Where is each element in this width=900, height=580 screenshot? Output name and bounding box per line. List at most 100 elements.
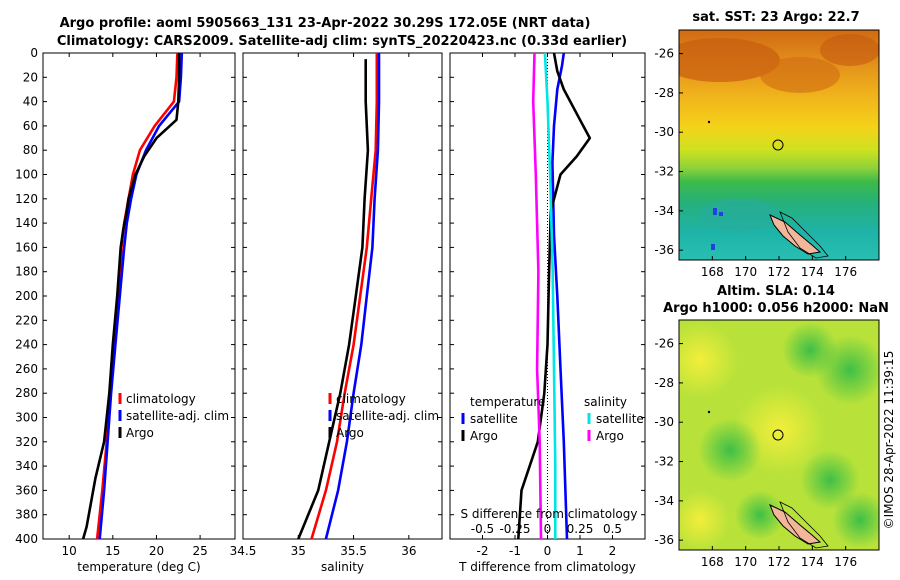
header-title-line1: Argo profile: aoml 5905663_131 23-Apr-20… — [60, 16, 591, 31]
diff-legend-temp-label: Argo — [470, 429, 498, 443]
temp-line-satellite-adj-clim — [98, 52, 184, 540]
diff-x2tick-label: -0.25 — [499, 522, 530, 536]
header-title-line2: Climatology: CARS2009. Satellite-adj cli… — [57, 34, 627, 49]
diff-xtick-label: 0 — [544, 544, 552, 558]
imos-credit: ©IMOS 28-Apr-2022 11:39:15 — [882, 351, 896, 530]
temp-ytick-label: 0 — [30, 46, 38, 60]
sla-ytick-label: -36 — [654, 533, 674, 547]
sst-ytick-label: -36 — [654, 243, 674, 257]
sla-map-title-1: Altim. SLA: 0.14 — [717, 284, 835, 299]
temp-xtick-label: 15 — [105, 544, 120, 558]
temp-ytick-label: 320 — [15, 435, 38, 449]
diff-x2label: S difference from climatology — [461, 507, 638, 521]
sla-float-marker — [772, 429, 784, 441]
temp-ytick-label: 180 — [15, 265, 38, 279]
diff-xtick-label: -1 — [509, 544, 521, 558]
temp-xtick-label: 20 — [149, 544, 164, 558]
diff-xtick-label: 2 — [609, 544, 617, 558]
sal-xtick-label: 36 — [401, 544, 416, 558]
temp-ytick-label: 400 — [15, 532, 38, 546]
temp-xtick-label: 10 — [62, 544, 77, 558]
sla-map-title-2: Argo h1000: 0.056 h2000: NaN — [663, 301, 889, 316]
sla-ytick-label: -32 — [654, 455, 674, 469]
sla-ytick-label: -30 — [654, 415, 674, 429]
sla-xtick-label: 174 — [801, 555, 824, 569]
sst-xtick-label: 176 — [834, 265, 857, 279]
sst-xtick-label: 168 — [701, 265, 724, 279]
diff-x2tick-label: 0.25 — [567, 522, 594, 536]
temp-ytick-label: 240 — [15, 338, 38, 352]
temp-ytick-label: 100 — [15, 168, 38, 182]
difference-panel: -2 -1 0 1 2 T difference from climatology S di… — [449, 52, 646, 574]
temp-ytick-label: 80 — [23, 143, 38, 157]
diff-x2tick-label: 0.5 — [603, 522, 622, 536]
diff-legend-sal-label: Argo — [596, 429, 624, 443]
sla-ytick-label: -26 — [654, 337, 674, 351]
diff-x2tick-label: -0.5 — [471, 522, 494, 536]
temp-ytick-label: 220 — [15, 313, 38, 327]
temp-ytick-label: 260 — [15, 362, 38, 376]
temperature-panel: 0 20 40 60 80 100 120 140 160 180 200 220 240 260 280 3… — [15, 46, 236, 574]
diff-xlabel: T difference from climatology — [458, 560, 636, 574]
temp-ytick-label: 360 — [15, 483, 38, 497]
diff-line-s-satellite — [543, 52, 557, 539]
temp-ytick-label: 300 — [15, 411, 38, 425]
sst-float-marker — [772, 139, 784, 151]
sst-map: sat. SST: 23 Argo: 22.7 168 170 172 174 176 -… — [654, 10, 880, 279]
sal-line-satellite-adj-clim — [324, 53, 381, 540]
temp-ytick-label: 380 — [15, 508, 38, 522]
diff-legend-temp-title: temperature — [470, 395, 545, 409]
diff-line-s-argo — [531, 52, 543, 540]
sla-ytick-label: -34 — [654, 494, 674, 508]
sst-ytick-label: -34 — [654, 204, 674, 218]
sla-ytick-label: -28 — [654, 376, 674, 390]
temp-ytick-label: 340 — [15, 459, 38, 473]
temp-xlabel: temperature (deg C) — [77, 560, 200, 574]
temp-ytick-label: 20 — [23, 70, 38, 84]
sal-line-climatology — [310, 53, 379, 540]
diff-xtick-label: 1 — [576, 544, 584, 558]
temp-legend-label: climatology — [126, 392, 196, 406]
sla-map: Altim. SLA: 0.14 Argo h1000: 0.056 h2000… — [654, 284, 888, 569]
sla-xtick-label: 176 — [834, 555, 857, 569]
temp-ytick-label: 160 — [15, 240, 38, 254]
sst-ytick-label: -30 — [654, 125, 674, 139]
temp-ytick-label: 60 — [23, 119, 38, 133]
temp-ytick-label: 200 — [15, 289, 38, 303]
diff-x2tick-label: 0 — [544, 522, 552, 536]
sla-xtick-label: 168 — [701, 555, 724, 569]
temp-line-climatology — [95, 52, 179, 540]
sst-xtick-label: 170 — [734, 265, 757, 279]
sal-xtick-label: 35.5 — [340, 544, 367, 558]
temp-plot-frame — [42, 52, 236, 540]
sst-map-title: sat. SST: 23 Argo: 22.7 — [692, 10, 859, 25]
diff-xtick-label: -2 — [477, 544, 489, 558]
temp-ytick-label: 280 — [15, 386, 38, 400]
sal-xtick-label: 35 — [291, 544, 306, 558]
sst-ytick-label: -28 — [654, 86, 674, 100]
temp-legend-label: Argo — [126, 426, 154, 440]
temp-ytick-label: 120 — [15, 192, 38, 206]
sal-legend-label: climatology — [336, 392, 406, 406]
diff-legend-sal-title: salinity — [584, 395, 627, 409]
temp-legend-label: satellite-adj. clim — [126, 409, 229, 423]
sst-xtick-label: 174 — [801, 265, 824, 279]
sst-xtick-label: 172 — [768, 265, 791, 279]
temp-line-argo — [81, 53, 181, 540]
sla-xtick-label: 170 — [734, 555, 757, 569]
sal-xlabel: salinity — [321, 560, 364, 574]
sal-line-argo — [297, 59, 370, 540]
temp-ytick-label: 40 — [23, 95, 38, 109]
diff-legend-sal-label: satellite — [596, 412, 644, 426]
island-shape — [769, 214, 822, 255]
diff-legend-temp-label: satellite — [470, 412, 518, 426]
sst-ytick-label: -32 — [654, 165, 674, 179]
temp-ytick-label: 140 — [15, 216, 38, 230]
sal-legend-label: satellite-adj. clim — [336, 409, 439, 423]
sst-ytick-label: -26 — [654, 47, 674, 61]
temp-xtick-label: 25 — [192, 544, 207, 558]
sla-xtick-label: 172 — [768, 555, 791, 569]
salinity-panel: 34.5 35 35.5 36 salinity climatology satellite… — [230, 52, 443, 574]
sal-xtick-label: 34.5 — [230, 544, 257, 558]
